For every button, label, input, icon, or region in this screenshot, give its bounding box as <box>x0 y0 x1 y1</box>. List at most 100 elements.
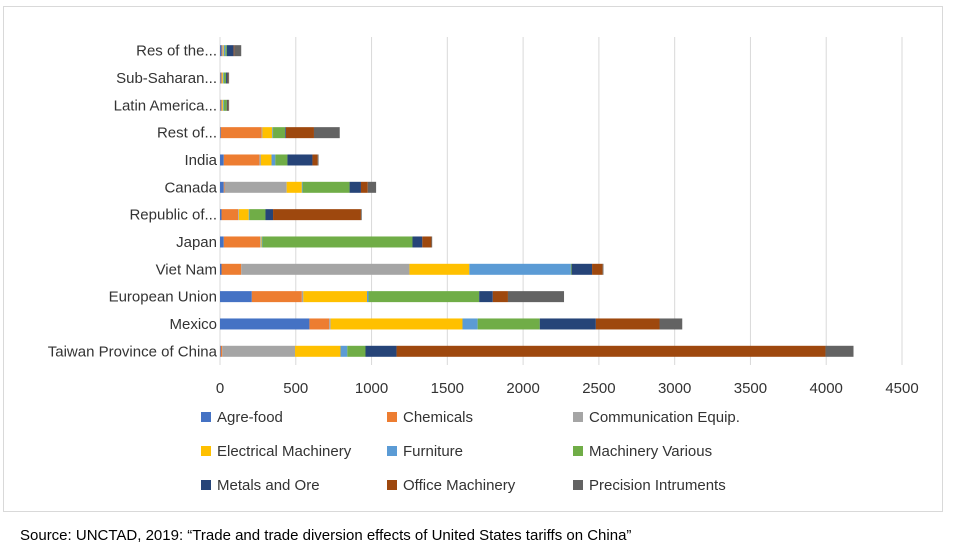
bar-4-7 <box>422 236 432 248</box>
legend-swatch <box>387 412 397 422</box>
bar-5-1 <box>221 209 239 221</box>
bar-0-0 <box>220 345 221 357</box>
bar-3-0 <box>220 263 222 275</box>
bar-7-0 <box>220 154 224 166</box>
bar-8-6 <box>285 127 286 139</box>
bar-6-7 <box>360 181 368 193</box>
legend-swatch <box>573 412 583 422</box>
bar-2-1 <box>251 291 302 303</box>
legend-swatch <box>201 480 211 490</box>
chart-frame: Taiwan Province of China Mexico European U… <box>3 6 943 512</box>
bar-7-6 <box>287 154 313 166</box>
bar-6-4 <box>301 181 303 193</box>
bar-3-4 <box>469 263 571 275</box>
bar-4-4 <box>261 236 263 248</box>
bar-9-6 <box>226 99 228 111</box>
bar-9-4 <box>223 99 224 111</box>
legend-label: Furniture <box>403 443 463 460</box>
bar-5-4 <box>248 209 250 221</box>
bar-9-7 <box>227 99 229 111</box>
bar-5-3 <box>238 209 249 221</box>
bar-9-2 <box>221 99 223 111</box>
bar-7-5 <box>275 154 288 166</box>
bar-10-1 <box>220 72 222 84</box>
bar-9-5 <box>223 99 227 111</box>
bar-4-5 <box>262 236 413 248</box>
bar-7-1 <box>223 154 260 166</box>
bar-0-2 <box>222 345 296 357</box>
bar-8-5 <box>273 127 286 139</box>
category-label: India <box>184 152 217 169</box>
bar-5-6 <box>265 209 274 221</box>
bar-0-4 <box>340 345 348 357</box>
bar-3-6 <box>571 263 593 275</box>
bar-6-2 <box>224 181 287 193</box>
bar-4-3 <box>260 236 262 248</box>
bar-1-2 <box>329 318 331 330</box>
category-label: Rest of... <box>157 125 217 142</box>
bar-11-3 <box>223 45 224 57</box>
x-tick-label: 4500 <box>885 380 918 397</box>
bar-2-4 <box>367 291 369 303</box>
bar-4-6 <box>412 236 423 248</box>
legend-swatch <box>573 446 583 456</box>
legend: Agre-food Chemicals Communication Equip. El… <box>201 409 740 494</box>
bar-1-8 <box>659 318 683 330</box>
bar-9-0 <box>220 99 221 111</box>
bar-11-7 <box>233 45 235 57</box>
category-label: Japan <box>176 234 217 251</box>
category-label: Res of the... <box>136 43 217 60</box>
legend-label: Chemicals <box>403 409 473 426</box>
bar-11-2 <box>222 45 224 57</box>
bar-8-7 <box>285 127 314 139</box>
category-label: Viet Nam <box>156 261 217 278</box>
bar-5-2 <box>238 209 239 221</box>
legend-swatch <box>573 480 583 490</box>
bar-6-0 <box>220 181 224 193</box>
bar-11-1 <box>221 45 223 57</box>
category-label: Sub-Saharan... <box>116 70 217 87</box>
source-note: Source: UNCTAD, 2019: “Trade and trade d… <box>20 527 632 544</box>
legend-swatch <box>387 480 397 490</box>
bar-10-7 <box>227 72 229 84</box>
bar-10-8 <box>228 72 230 84</box>
bar-8-0 <box>220 127 221 139</box>
legend-swatch <box>387 446 397 456</box>
bar-0-1 <box>220 345 223 357</box>
x-tick-label: 2000 <box>506 380 539 397</box>
legend-label: Communication Equip. <box>589 409 740 426</box>
bar-4-2 <box>260 236 261 248</box>
legend-label: Machinery Various <box>589 443 712 460</box>
x-tick-label: 1500 <box>431 380 464 397</box>
bar-11-6 <box>226 45 234 57</box>
category-labels: Taiwan Province of China Mexico European U… <box>48 43 218 361</box>
bar-0-6 <box>365 345 397 357</box>
bar-1-3 <box>330 318 463 330</box>
bar-chart: Taiwan Province of China Mexico European U… <box>48 37 919 494</box>
bar-8-2 <box>261 127 263 139</box>
bar-3-3 <box>409 263 470 275</box>
x-tick-label: 3500 <box>734 380 767 397</box>
bar-6-1 <box>223 181 225 193</box>
bar-2-2 <box>301 291 304 303</box>
legend-label: Agre-food <box>217 409 283 426</box>
bar-5-8 <box>360 209 362 221</box>
category-label: Republic of... <box>129 207 217 224</box>
bar-1-1 <box>309 318 330 330</box>
bar-11-4 <box>223 45 226 57</box>
bar-1-4 <box>462 318 478 330</box>
legend-label: Metals and Ore <box>217 477 320 494</box>
bar-1-7 <box>595 318 660 330</box>
bar-5-0 <box>220 209 222 221</box>
category-label: European Union <box>109 289 217 306</box>
bar-7-8 <box>317 154 319 166</box>
bar-9-8 <box>228 99 230 111</box>
bar-6-8 <box>367 181 377 193</box>
bars <box>220 45 854 357</box>
bar-4-0 <box>220 236 224 248</box>
category-label: Canada <box>164 179 217 196</box>
bar-3-1 <box>221 263 242 275</box>
bar-10-3 <box>222 72 224 84</box>
category-label: Mexico <box>169 316 217 333</box>
bar-11-0 <box>220 45 222 57</box>
